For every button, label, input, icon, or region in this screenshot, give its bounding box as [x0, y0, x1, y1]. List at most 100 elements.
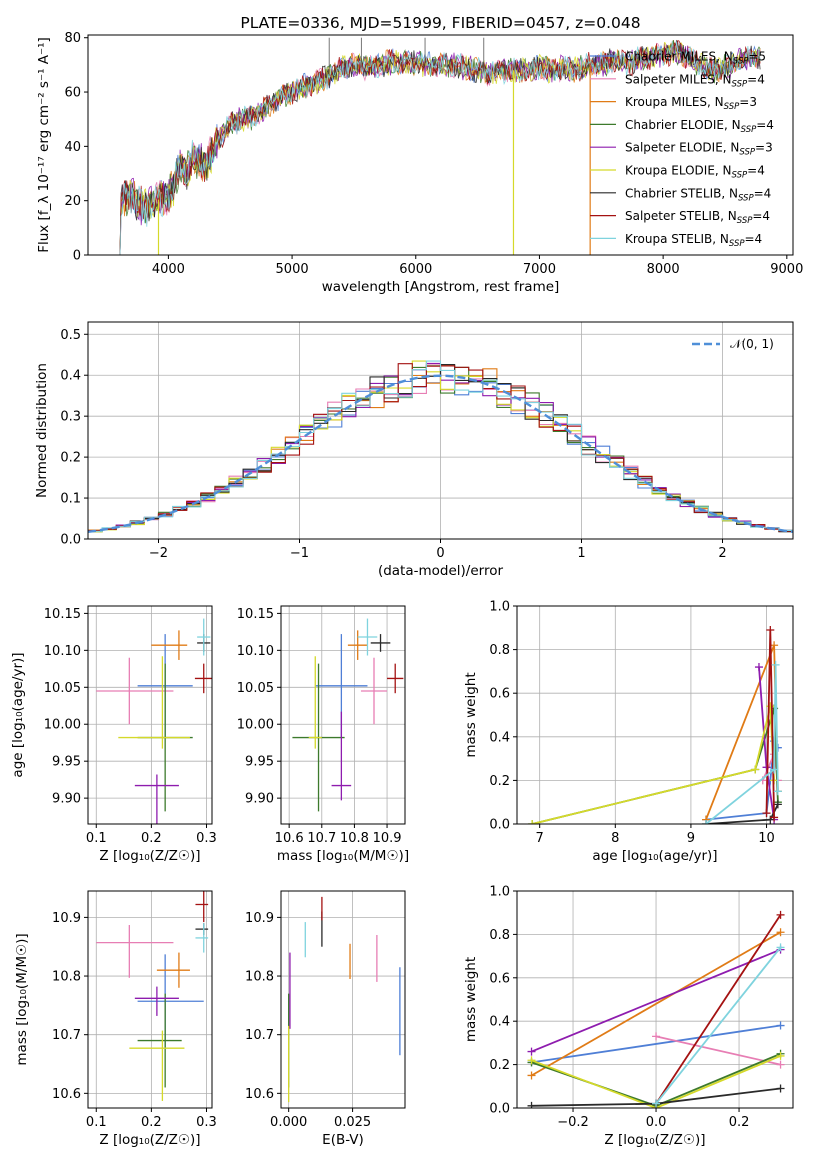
residual-histogram-panel: −2 −1 0 1 2 0.0 0.1 0.2 0.3 0.4 0.5 (data-model)/er…	[34, 321, 794, 579]
x-tick-label: −2	[149, 546, 168, 561]
y-tick-label: 0.8	[489, 643, 510, 658]
legend-entry: Chabrier MILES, NSSP=5	[625, 50, 766, 67]
y-axis-label: age [log₁₀(age/yr)]	[10, 652, 26, 777]
weight-marker	[776, 1021, 785, 1030]
spectrum-lines	[118, 37, 761, 255]
y-tick-label: 0.4	[489, 1015, 510, 1030]
x-tick-label: 0.0	[646, 1115, 667, 1130]
errorbar-point	[360, 657, 388, 725]
errorbar-point	[118, 656, 190, 749]
x-tick-label: 7	[536, 831, 544, 846]
x-tick-label: 0.2	[141, 1115, 162, 1130]
x-tick-label: 6000	[399, 262, 432, 277]
plot-frame	[516, 890, 794, 1109]
errorbar-point	[347, 630, 368, 660]
y-tick-label: 0.0	[489, 1102, 510, 1117]
plot-frame	[516, 605, 794, 825]
legend-entry: Chabrier STELIB, NSSP=4	[625, 186, 771, 203]
weight-line-series-7	[655, 914, 782, 1105]
weight-marker	[702, 820, 711, 824]
weight-marker	[773, 787, 782, 796]
errorbar-point	[96, 925, 174, 978]
x-axis-label: age [log₁₀(age/yr)]	[592, 848, 717, 864]
weight-line-series-1	[655, 1035, 781, 1066]
y-tick-label: 10.8	[52, 970, 81, 985]
spectrum-legend: Chabrier MILES, NSSP=5 Salpeter MILES, NS…	[590, 50, 774, 249]
weight-line-series-4	[531, 948, 781, 1053]
x-tick-label: 0	[436, 546, 444, 561]
errorbar-point	[151, 630, 188, 660]
weight-marker	[527, 1071, 536, 1080]
errorbars	[96, 891, 209, 1101]
mass-vs-ebv-panel: 0.000 0.025 10.6 10.7 10.8 10.9 E(B-V)	[245, 890, 406, 1148]
y-tick-label: 10.10	[44, 644, 81, 659]
x-tick-label: 9	[687, 831, 695, 846]
x-tick-label: 9000	[770, 262, 803, 277]
errorbar-point	[331, 711, 352, 801]
y-axis-label: Flux [f_λ 10⁻¹⁷ erg cm⁻² s⁻¹ A⁻¹]	[36, 37, 52, 253]
y-tick-label: 10.6	[52, 1087, 81, 1102]
errorbar-point	[370, 634, 391, 652]
weight-marker	[527, 1056, 536, 1065]
y-tick-label: 10.9	[52, 911, 81, 926]
x-tick-label: 8000	[647, 262, 680, 277]
weight-marker	[762, 809, 771, 818]
y-axis-label: Normed distribution	[34, 363, 50, 498]
x-tick-label: 0.2	[729, 1115, 750, 1130]
legend-entry: Kroupa MILES, NSSP=3	[625, 95, 757, 112]
y-tick-label: 9.95	[52, 755, 81, 770]
y-tick-label: 10.00	[44, 718, 81, 733]
x-tick-label: −1	[290, 546, 309, 561]
weight-line-series-3	[531, 708, 779, 824]
x-axis-label: Z [log₁₀(Z/Z☉)]	[604, 1132, 705, 1148]
histogram-steps	[88, 360, 793, 533]
errorbar-point	[134, 986, 179, 1016]
weight-marker	[776, 1084, 785, 1093]
y-axis-label: mass weight	[463, 672, 479, 757]
x-axis-label: E(B-V)	[322, 1132, 364, 1148]
y-tick-label: 9.95	[245, 755, 274, 770]
y-tick-label: 40	[64, 140, 81, 155]
x-axis-label: Z [log₁₀(Z/Z☉)]	[99, 848, 200, 864]
y-tick-label: 10.7	[52, 1028, 81, 1043]
weight-marker	[528, 820, 537, 824]
mass-weight-vs-metallicity-panel: −0.2 0.0 0.2 0.0 0.2 0.4 0.6 0.8 1.0 Z [log₁₀(Z/Z…	[463, 885, 794, 1148]
y-tick-label: 10.7	[245, 1028, 274, 1043]
weight-marker	[776, 910, 785, 919]
weight-marker	[776, 1051, 785, 1060]
errorbar-point	[387, 663, 404, 694]
chart-title: PLATE=0336, MJD=51999, FIBERID=0457, z=0…	[240, 14, 640, 32]
x-tick-label: 10.9	[373, 831, 402, 846]
weight-marker	[527, 1047, 536, 1056]
x-tick-label: 1	[577, 546, 585, 561]
x-axis-label: wavelength [Angstrom, rest frame]	[322, 279, 560, 295]
errorbars	[292, 618, 404, 812]
y-tick-label: 0.3	[60, 410, 81, 425]
errorbars	[96, 618, 212, 824]
mass-weight-vs-age-panel: 7 8 9 10 0.0 0.2 0.4 0.6 0.8 1.0 age [log₁₀(age/yr…	[463, 600, 794, 864]
x-axis-label: (data-model)/error	[378, 563, 504, 579]
weight-marker	[770, 765, 779, 774]
errorbar-point	[195, 923, 209, 953]
legend-entry: Salpeter STELIB, NSSP=4	[625, 209, 770, 226]
y-tick-label: 10.05	[237, 681, 274, 696]
y-tick-label: 10.10	[237, 644, 274, 659]
y-tick-label: 0.4	[60, 369, 81, 384]
y-tick-label: 10.15	[44, 607, 81, 622]
x-axis-label: mass [log₁₀(M/M☉)]	[277, 848, 409, 864]
x-tick-label: 10.7	[307, 831, 336, 846]
y-axis-label: mass [log₁₀(M/M☉)]	[14, 933, 30, 1065]
y-tick-label: 10.8	[245, 970, 274, 985]
y-tick-label: 0.1	[60, 492, 81, 507]
age-vs-mass-panel: 10.6 10.7 10.8 10.9 9.90 9.95 10.00 10.05 10.10 1…	[237, 605, 409, 864]
plot-frame	[87, 605, 213, 825]
weight-marker	[754, 663, 763, 672]
errorbar-point	[357, 618, 378, 656]
legend-entry: Chabrier ELODIE, NSSP=4	[625, 118, 774, 135]
x-tick-label: −0.2	[557, 1115, 589, 1130]
x-tick-label: 0.000	[270, 1115, 307, 1130]
x-tick-label: 0.1	[86, 1115, 107, 1130]
y-tick-label: 9.90	[245, 792, 274, 807]
y-tick-label: 0.2	[60, 451, 81, 466]
x-tick-label: 0.3	[196, 1115, 217, 1130]
